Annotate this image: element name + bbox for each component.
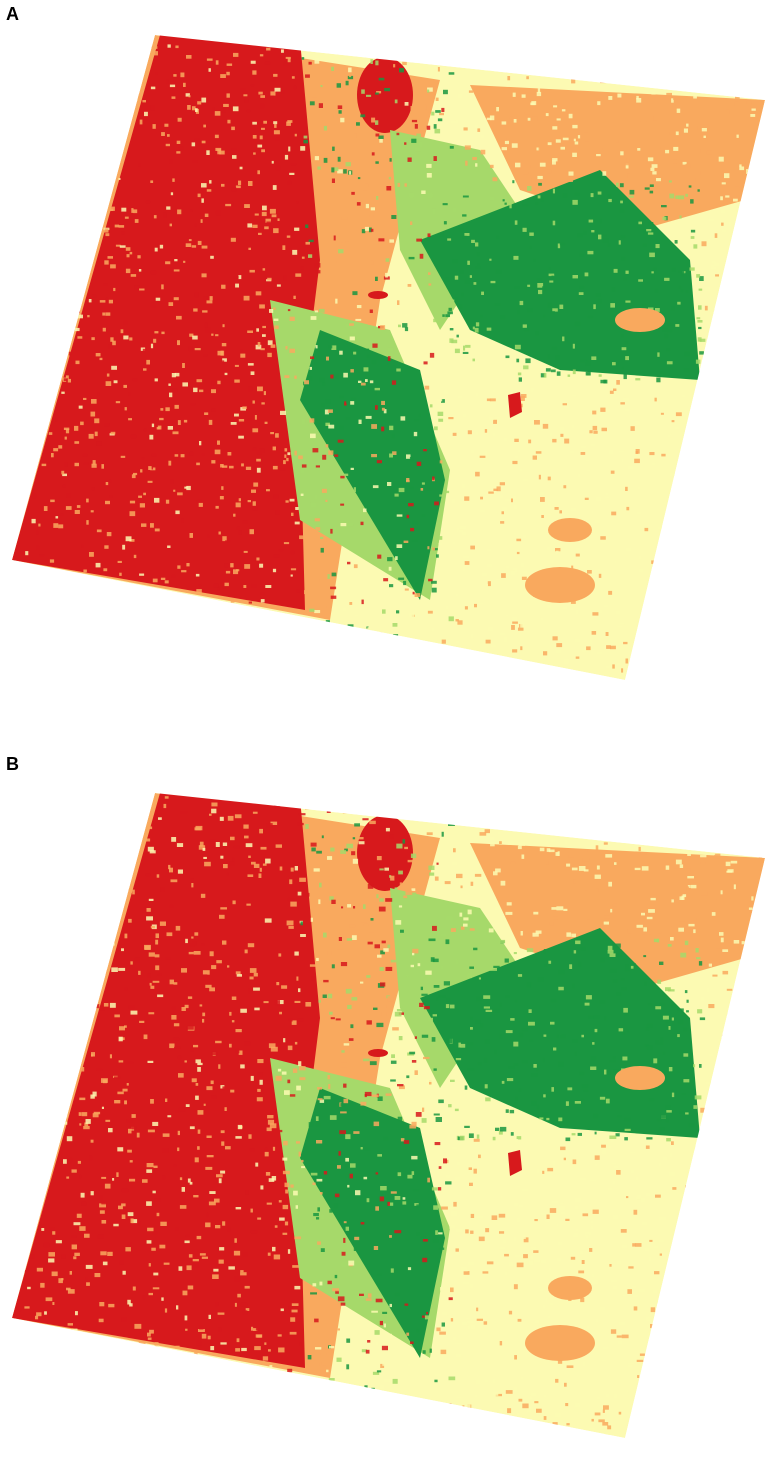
map-panel-b bbox=[0, 758, 780, 1458]
panel-label-a: A bbox=[6, 4, 19, 24]
suitability-map bbox=[12, 793, 765, 1438]
panel-label-b: B bbox=[6, 754, 19, 774]
map-panel-a bbox=[0, 0, 780, 700]
suitability-map bbox=[12, 35, 765, 680]
